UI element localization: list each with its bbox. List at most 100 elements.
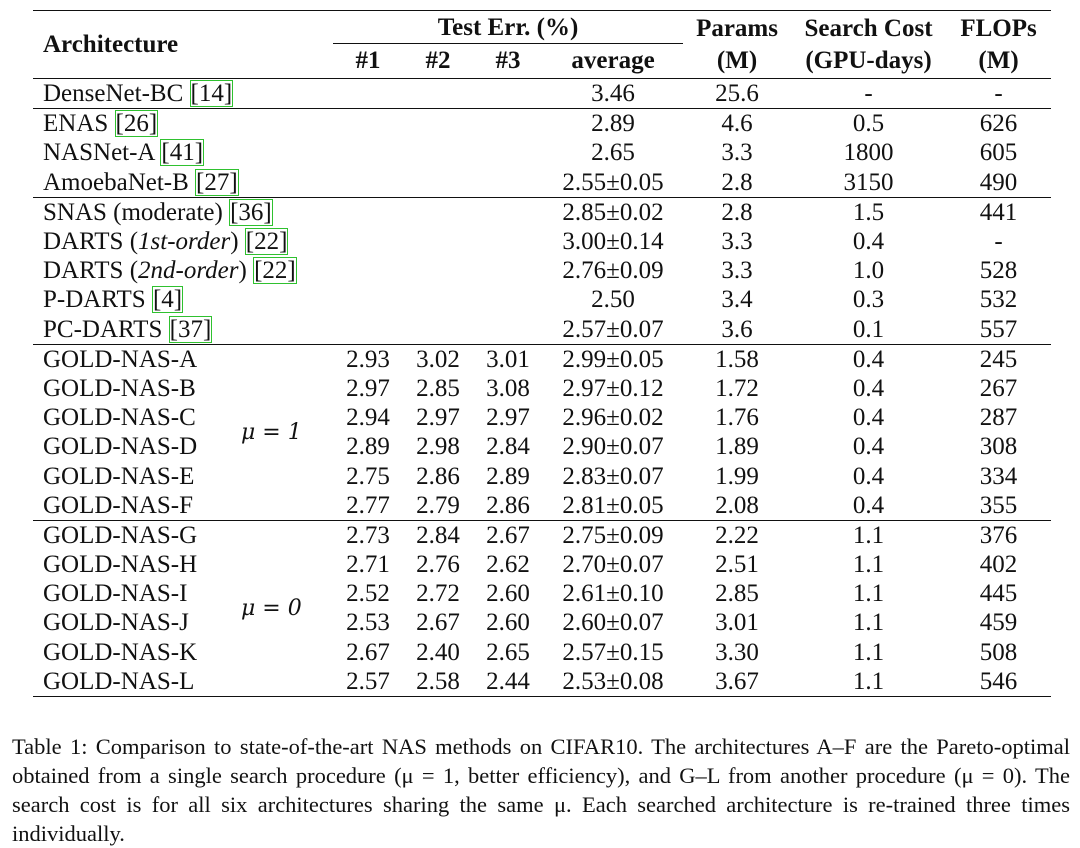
flops-value: - [994,228,1003,256]
results-table: Architecture Test Err. (%) Params Search… [33,10,1052,697]
mu-label: μ = 1 [241,419,302,445]
average-error: 2.70±0.07 [562,551,664,579]
flops-value: 528 [979,257,1018,285]
run3-value: 2.60 [486,609,530,637]
citation-link[interactable]: [41] [160,139,205,167]
search-cost-value: 0.1 [852,315,885,343]
flops-value: 605 [979,139,1018,167]
architecture-name: GOLD-NAS-L [43,667,195,695]
header-search-cost-unit: (GPU-days) [805,46,932,74]
flops-value: 532 [979,286,1018,314]
run1-value: 2.94 [346,404,390,432]
search-cost-value: 1800 [843,139,894,167]
citation-link[interactable]: [22] [253,257,297,285]
run3-value [473,256,543,285]
run1-value [333,256,403,285]
run2-value [403,138,473,167]
params-value: 3.3 [721,139,753,167]
run1-value [333,109,403,139]
run2-value [403,315,473,345]
flops-value: 445 [979,580,1018,608]
search-cost-value: 1.0 [852,257,885,285]
results-table-container: Architecture Test Err. (%) Params Search… [33,10,1052,697]
architecture-name: GOLD-NAS-D [43,433,198,461]
average-error: 2.81±0.05 [562,491,664,519]
run1-value [333,168,403,198]
table-row: NASNet-A [41] 2.65 3.3 1800 605 [33,138,1051,167]
header-run2: #2 [425,47,451,74]
header-average: average [571,47,655,74]
run3-value: 2.97 [486,404,530,432]
header-run1: #1 [355,47,381,74]
run2-value: 2.86 [416,462,460,490]
average-error: 2.65 [591,139,635,167]
table-row: GOLD-NAS-J 2.53 2.67 2.60 2.60±0.07 3.01 1.1 45… [33,608,1051,637]
flops-value: 402 [979,551,1018,579]
citation-link[interactable]: [37] [168,315,213,343]
header-test-err: Test Err. (%) [333,10,684,44]
run2-value [403,109,473,139]
run1-value: 2.57 [346,667,390,695]
params-value: 3.30 [715,638,759,666]
architecture-name: GOLD-NAS-K [43,638,198,666]
search-cost-value: 0.4 [852,228,885,256]
params-value: 3.4 [721,286,753,314]
average-error: 2.83±0.07 [562,462,664,490]
run2-value: 2.79 [416,491,460,519]
average-error: 2.60±0.07 [562,609,664,637]
params-value: 2.85 [715,580,759,608]
run3-value: 3.08 [486,374,530,402]
citation-link[interactable]: [36] [229,198,273,226]
run2-value [403,197,473,227]
architecture-name: PC-DARTS [37] [43,315,213,343]
citation-link[interactable]: [4] [151,286,184,314]
citation-link[interactable]: [27] [195,168,239,196]
architecture-name: DARTS (1st-order) [22] [43,228,289,256]
run1-value: 2.89 [346,433,390,461]
flops-value: 626 [979,110,1018,138]
params-value: 2.8 [721,168,753,196]
architecture-name: GOLD-NAS-H [43,551,198,579]
run3-value [473,285,543,314]
header-run3: #3 [495,47,521,74]
architecture-name: DARTS (2nd-order) [22] [43,257,297,285]
run2-value: 2.58 [416,667,460,695]
average-error: 2.96±0.02 [562,404,664,432]
run1-value [333,79,403,109]
header-params: Params [696,14,778,42]
architecture-name: GOLD-NAS-F [43,491,193,519]
average-error: 2.53±0.08 [562,667,664,695]
table-row: PC-DARTS [37] 2.57±0.07 3.6 0.1 557 [33,315,1051,345]
params-value: 2.8 [721,198,753,226]
architecture-name: SNAS (moderate) [36] [43,198,273,226]
citation-link[interactable]: [22] [244,228,289,256]
flops-value: 441 [979,198,1018,226]
table-row: SNAS (moderate) [36] 2.85±0.02 2.8 1.5 441 [33,197,1052,227]
architecture-name: NASNet-A [41] [43,139,205,167]
run1-value [333,138,403,167]
citation-link[interactable]: [14] [189,80,234,108]
run2-value: 2.84 [416,521,460,549]
table-row: DARTS (1st-order) [22] 3.00±0.14 3.3 0.4 - [33,227,1051,256]
flops-value: 308 [979,433,1018,461]
table-row: DenseNet-BC [14] 3.46 25.6 - - [33,78,1052,109]
architecture-name: GOLD-NAS-G [43,521,198,549]
run2-value [403,227,473,256]
run1-value: 2.77 [346,491,390,519]
run3-value: 2.44 [486,667,530,695]
params-value: 1.58 [715,345,759,373]
flops-value: 334 [979,462,1018,490]
run2-value: 2.76 [416,551,460,579]
header-search-cost: Search Cost [804,14,933,42]
architecture-name: P-DARTS [4] [43,286,184,314]
params-value: 3.6 [721,315,753,343]
architecture-name: AmoebaNet-B [27] [43,168,239,196]
params-value: 25.6 [715,80,759,108]
citation-link[interactable]: [26] [114,110,159,138]
search-cost-value: 1.1 [852,580,885,608]
average-error: 2.90±0.07 [562,433,664,461]
flops-value: 557 [979,315,1018,343]
average-error: 2.99±0.05 [562,345,664,373]
flops-value: 376 [979,521,1018,549]
architecture-name: GOLD-NAS-C [43,404,196,432]
